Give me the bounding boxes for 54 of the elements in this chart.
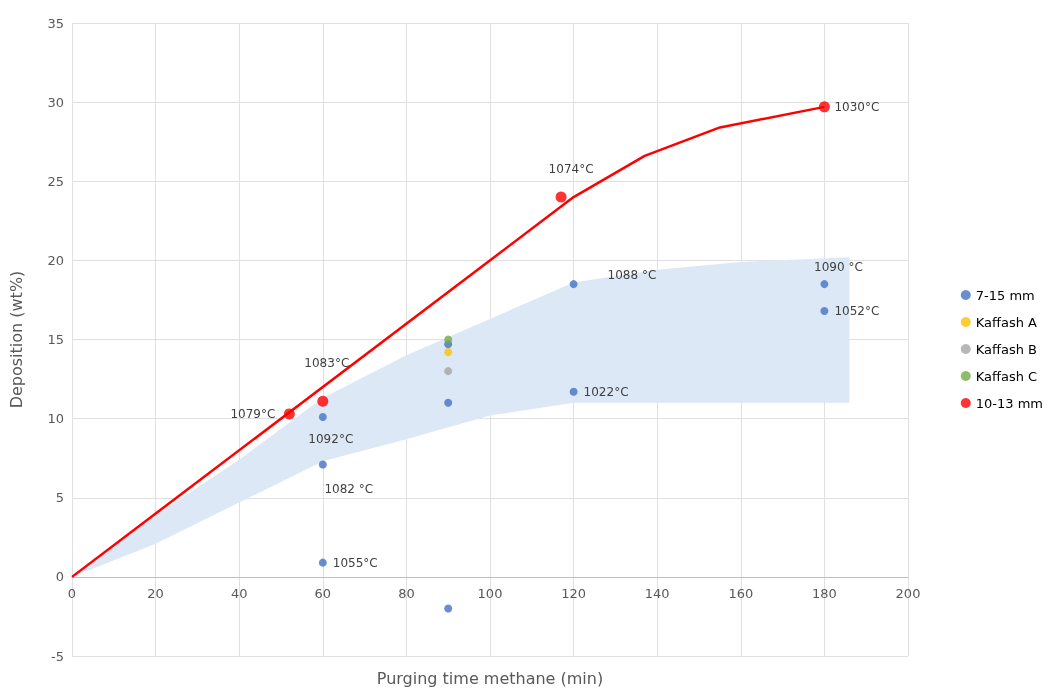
point — [820, 307, 829, 316]
annotation: 1090 °C — [814, 260, 863, 275]
legend-label: 7-15 mm — [975, 287, 1035, 303]
point — [569, 387, 578, 396]
annotation: 1055°C — [332, 555, 378, 570]
annotation: 1092°C — [308, 432, 354, 447]
y-tick-label: 15 — [47, 332, 64, 347]
legend-label: Kaffash A — [975, 314, 1038, 330]
point — [555, 191, 567, 203]
legend-label: 10-13 mm — [975, 395, 1043, 411]
x-tick-label: 40 — [230, 585, 248, 601]
point — [569, 280, 578, 289]
annotation: 1082 °C — [324, 481, 374, 496]
point — [444, 398, 453, 407]
annotation: 1052°C — [834, 304, 880, 319]
y-tick-label: 30 — [47, 94, 64, 110]
point — [317, 395, 329, 407]
y-tick-label: -5 — [51, 648, 64, 664]
point — [818, 101, 830, 113]
y-tick-label: 10 — [47, 411, 64, 427]
legend-label: Kaffash C — [975, 368, 1038, 384]
x-tick-label: 0 — [67, 585, 77, 601]
point — [444, 348, 453, 357]
annotation: 1079°C — [230, 406, 276, 421]
x-tick-label: 140 — [644, 585, 670, 601]
x-tick-label: 200 — [895, 585, 921, 601]
x-tick-label: 180 — [811, 585, 837, 601]
annotation: 1030°C — [834, 99, 880, 114]
annotation: 1074°C — [548, 162, 594, 177]
y-tick-label: 35 — [47, 15, 64, 31]
y-tick-label: 0 — [55, 569, 64, 585]
point — [318, 558, 327, 567]
legend-label: Kaffash B — [975, 341, 1038, 357]
point — [820, 280, 829, 289]
point — [283, 408, 295, 420]
x-tick-label: 80 — [398, 585, 415, 601]
point — [444, 604, 453, 613]
y-tick-label: 25 — [47, 173, 64, 189]
annotation: 1088 °C — [607, 268, 657, 283]
x-axis-title: Purging time methane (min) — [376, 668, 604, 688]
point — [444, 367, 453, 376]
point — [444, 335, 453, 344]
annotation: 1083°C — [304, 356, 350, 371]
y-tick-label: 5 — [55, 490, 64, 506]
point — [318, 460, 327, 469]
point — [318, 413, 327, 422]
x-tick-label: 160 — [728, 585, 754, 601]
x-tick-label: 20 — [147, 585, 164, 601]
annotation: 1022°C — [583, 384, 629, 399]
x-tick-label: 100 — [477, 585, 503, 601]
x-tick-label: 60 — [314, 585, 332, 601]
y-tick-label: 20 — [47, 252, 64, 268]
x-tick-label: 120 — [561, 585, 587, 601]
y-axis-title: Deposition (wt%) — [6, 270, 26, 409]
